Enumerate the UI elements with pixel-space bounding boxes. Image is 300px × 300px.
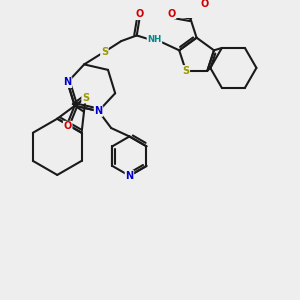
Text: O: O [167,8,176,19]
Text: N: N [94,106,103,116]
Text: NH: NH [147,35,162,44]
Text: O: O [64,122,72,131]
Text: O: O [200,0,208,9]
Text: S: S [82,93,89,103]
Text: O: O [135,9,144,20]
Text: N: N [63,77,72,87]
Text: S: S [182,66,189,76]
Text: S: S [101,47,108,57]
Text: N: N [125,171,134,181]
